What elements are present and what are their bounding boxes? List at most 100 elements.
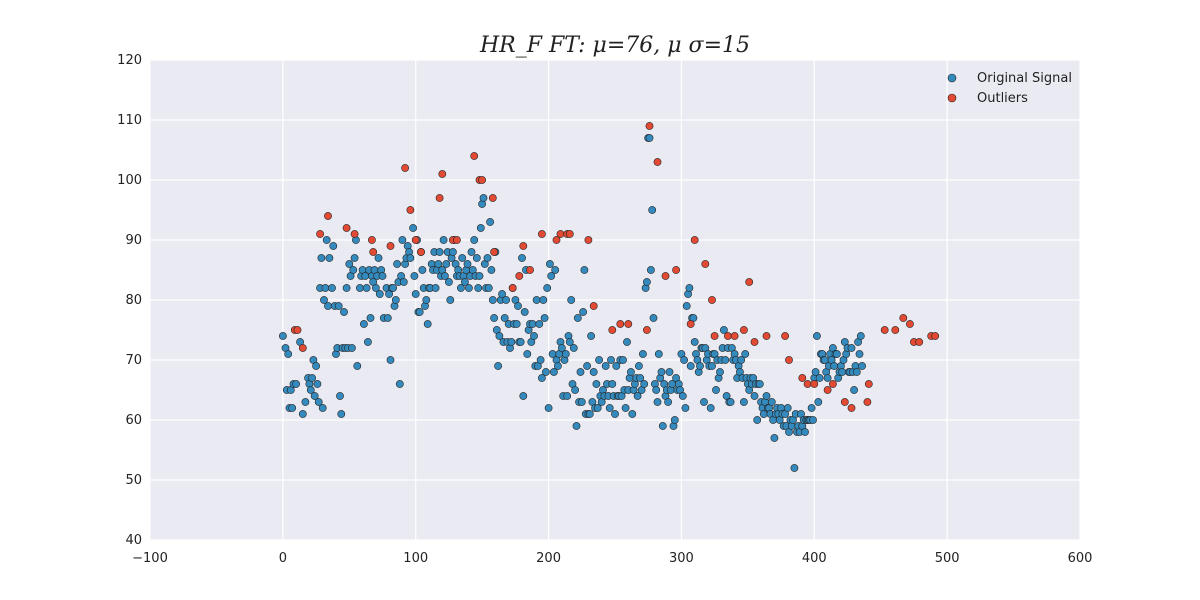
original-signal-point bbox=[654, 350, 663, 358]
original-signal-point bbox=[639, 350, 647, 358]
y-tick-label: 70 bbox=[125, 353, 142, 368]
original-signal-point bbox=[355, 284, 364, 292]
outlier-point bbox=[478, 176, 486, 184]
x-tick-labels: −100 0 100 200 300 400 500 600 bbox=[132, 551, 1092, 566]
outlier-point bbox=[686, 320, 695, 328]
original-signal-point bbox=[474, 284, 483, 292]
original-signal-point bbox=[682, 302, 691, 310]
original-signal-point bbox=[479, 194, 488, 202]
outlier-point bbox=[589, 302, 598, 310]
original-signal-point bbox=[422, 296, 431, 304]
outlier-point bbox=[810, 380, 819, 388]
original-signal-point bbox=[645, 134, 654, 142]
original-signal-point bbox=[528, 320, 537, 328]
legend-marker-original bbox=[947, 73, 957, 83]
original-signal-point bbox=[605, 404, 614, 412]
original-signal-point bbox=[345, 260, 354, 268]
outlier-point bbox=[803, 380, 812, 388]
original-signal-point bbox=[573, 314, 582, 322]
original-signal-point bbox=[740, 398, 748, 406]
original-signal-point bbox=[807, 404, 816, 412]
original-signal-point bbox=[592, 380, 601, 388]
original-signal-point bbox=[755, 380, 764, 388]
original-signal-point bbox=[495, 332, 504, 340]
original-signal-point bbox=[547, 272, 556, 280]
original-signal-point bbox=[563, 392, 572, 400]
original-signal-point bbox=[640, 380, 649, 388]
original-signal-point bbox=[284, 350, 293, 358]
outlier-point bbox=[490, 248, 498, 256]
original-signal-point bbox=[440, 272, 449, 280]
y-tick-label: 100 bbox=[117, 173, 142, 188]
original-signal-point bbox=[342, 284, 351, 292]
outlier-point bbox=[710, 332, 719, 340]
original-signal-point bbox=[585, 410, 594, 418]
outlier-point bbox=[701, 260, 710, 268]
outlier-point bbox=[369, 248, 378, 256]
original-signal-point bbox=[325, 254, 334, 262]
original-signal-point bbox=[813, 332, 821, 340]
original-signal-point bbox=[583, 362, 591, 370]
original-signal-point bbox=[318, 404, 327, 412]
original-signal-point bbox=[523, 350, 532, 358]
original-signal-point bbox=[423, 320, 432, 328]
original-signal-point bbox=[664, 398, 672, 406]
outlier-point bbox=[745, 278, 754, 286]
original-signal-point bbox=[635, 362, 643, 370]
original-signal-point bbox=[301, 398, 310, 406]
original-signal-point bbox=[472, 254, 481, 262]
original-signal-point bbox=[442, 260, 451, 268]
original-signal-point bbox=[561, 350, 570, 358]
original-signal-point bbox=[313, 380, 322, 388]
outlier-point bbox=[781, 332, 789, 340]
original-signal-point bbox=[514, 302, 522, 310]
original-signal-point bbox=[636, 374, 645, 382]
original-signal-point bbox=[464, 284, 473, 292]
original-signal-point bbox=[502, 296, 510, 304]
original-signal-point bbox=[716, 368, 724, 376]
original-signal-point bbox=[670, 416, 679, 424]
original-signal-point bbox=[347, 344, 356, 352]
original-signal-point bbox=[350, 254, 359, 262]
original-signal-point bbox=[366, 314, 375, 322]
original-signal-point bbox=[389, 284, 397, 292]
original-signal-point bbox=[665, 368, 674, 376]
outlier-point bbox=[653, 158, 662, 166]
original-signal-point bbox=[536, 356, 545, 364]
original-signal-point bbox=[680, 356, 688, 364]
original-signal-point bbox=[518, 254, 526, 262]
original-signal-point bbox=[308, 374, 316, 382]
original-signal-point bbox=[306, 386, 315, 394]
original-signal-point bbox=[647, 266, 655, 274]
original-signal-point bbox=[324, 302, 332, 310]
original-signal-points bbox=[278, 134, 866, 472]
original-signal-point bbox=[446, 296, 455, 304]
original-signal-point bbox=[475, 272, 484, 280]
original-signal-point bbox=[486, 218, 494, 226]
y-tick-label: 40 bbox=[125, 533, 142, 548]
original-signal-point bbox=[830, 362, 839, 370]
original-signal-point bbox=[623, 338, 631, 346]
original-signal-point bbox=[288, 404, 297, 412]
legend-marker-outliers bbox=[947, 93, 957, 103]
original-signal-point bbox=[649, 314, 658, 322]
original-signal-point bbox=[398, 236, 407, 244]
original-signal-point bbox=[395, 380, 404, 388]
original-signal-point bbox=[362, 284, 371, 292]
original-signal-point bbox=[460, 278, 469, 286]
original-signal-point bbox=[720, 326, 728, 334]
x-tick-label: 0 bbox=[279, 551, 287, 566]
original-signal-point bbox=[519, 392, 528, 400]
original-signal-point bbox=[321, 284, 330, 292]
original-signal-point bbox=[317, 254, 326, 262]
original-signal-point bbox=[539, 296, 548, 304]
original-signal-point bbox=[686, 362, 695, 370]
original-signal-point bbox=[726, 398, 735, 406]
original-signal-point bbox=[611, 410, 619, 418]
original-signal-point bbox=[448, 248, 457, 256]
original-signal-point bbox=[374, 254, 383, 262]
original-signal-point bbox=[406, 254, 415, 262]
original-signal-point bbox=[337, 410, 346, 418]
outlier-point bbox=[508, 284, 517, 292]
original-signal-point bbox=[278, 332, 287, 340]
